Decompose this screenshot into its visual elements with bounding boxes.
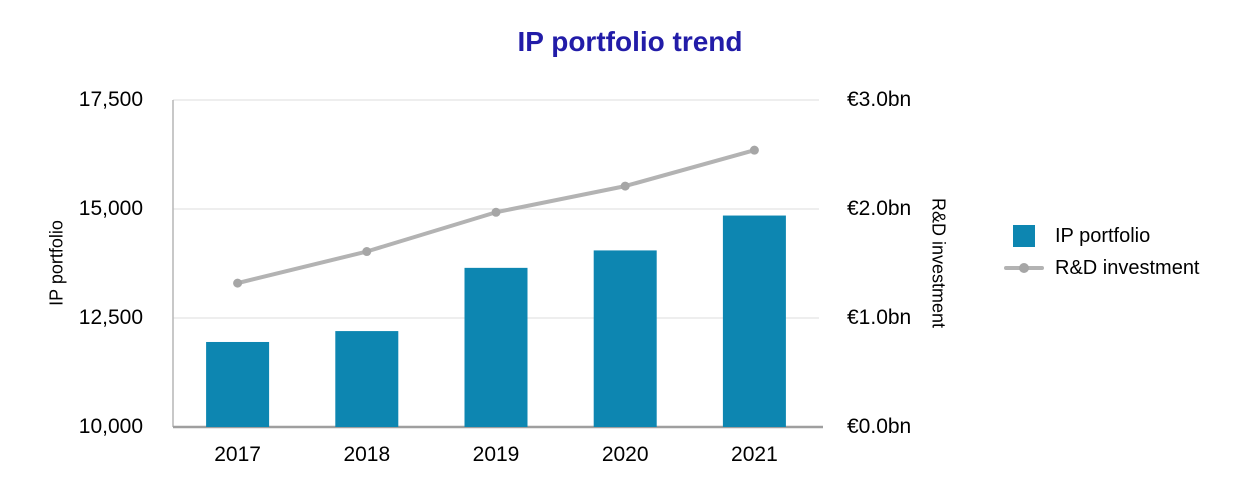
left-axis-tick-label: 17,500: [78, 88, 143, 111]
bar-swatch-icon: [1013, 225, 1035, 247]
line-swatch-dot-icon: [1019, 263, 1029, 273]
x-axis-tick-label: 2017: [214, 443, 261, 466]
legend-item-rd-investment: R&D investment: [1004, 252, 1200, 284]
right-axis-tick-label: €3.0bn: [847, 88, 912, 111]
x-axis-tick-label: 2021: [731, 443, 778, 466]
rd-investment-point-2020: [620, 181, 630, 191]
right-axis-tick-label: €2.0bn: [847, 197, 912, 220]
x-axis-tick-label: 2019: [472, 443, 520, 466]
right-axis-tick-label: €1.0bn: [847, 306, 912, 329]
legend-item-ip-portfolio: IP portfolio: [1004, 220, 1200, 252]
bar-2019: [464, 267, 528, 427]
bar-2017: [206, 341, 270, 427]
rd-investment-point-2019: [491, 207, 501, 217]
rd-investment-point-2017: [233, 278, 243, 288]
bar-2018: [335, 331, 399, 427]
chart-title: IP portfolio trend: [517, 26, 743, 57]
x-axis-tick-label: 2020: [601, 443, 649, 466]
right-axis-tick-label: €0.0bn: [847, 415, 912, 438]
rd-investment-point-2021: [749, 145, 759, 155]
legend-swatch-column: [1004, 263, 1044, 273]
left-axis-tick-label: 10,000: [78, 415, 143, 438]
bar-2020: [593, 250, 657, 427]
legend-label-rd-investment: R&D investment: [1055, 256, 1200, 279]
bar-2021: [722, 215, 786, 427]
left-axis-tick-label: 12,500: [78, 306, 143, 329]
x-axis-tick-label: 2018: [343, 443, 391, 466]
rd-investment-point-2018: [362, 247, 372, 257]
left-axis-tick-label: 15,000: [78, 197, 143, 220]
legend: IP portfolio R&D investment: [1004, 220, 1200, 284]
legend-label-ip-portfolio: IP portfolio: [1055, 224, 1151, 247]
legend-swatch-column: [1004, 225, 1044, 247]
line-swatch-icon: [1004, 263, 1044, 273]
